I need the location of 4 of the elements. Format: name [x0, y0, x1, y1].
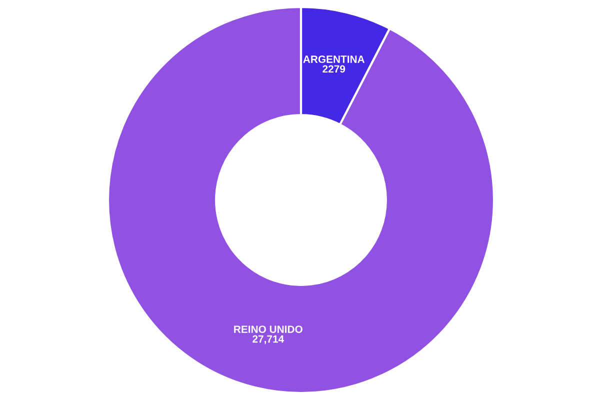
- data-label: 27,714: [252, 335, 284, 344]
- data-label: 2279: [322, 65, 346, 73]
- slice-label: REINO UNIDO: [234, 326, 302, 333]
- slice-label: ARGENTINA: [303, 56, 365, 63]
